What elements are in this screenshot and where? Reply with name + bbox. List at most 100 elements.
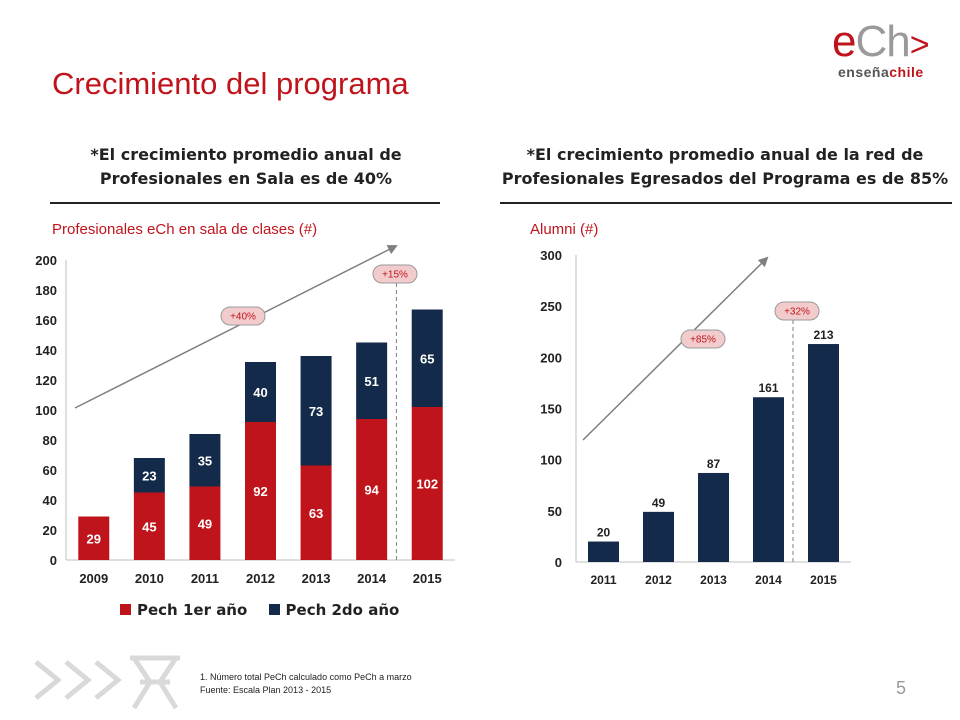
data-label: 40 [253,385,267,400]
growth-85-badge [680,329,726,349]
bar-alumni [698,472,729,562]
y-tick-label: 0 [555,555,562,570]
right-divider [500,202,952,204]
y-tick-label: 120 [35,373,57,388]
legend-item-pech-1er: Pech 1er año [120,601,247,619]
y-tick-label: 140 [35,343,57,358]
x-tick-label: 2009 [79,571,108,586]
bar-pech-1er [245,422,276,560]
ensenachile-logo: eCh> enseñachile [832,20,942,84]
y-tick-label: 20 [43,523,57,538]
right-headline-line-1: *El crecimiento promedio anual de la red… [526,145,924,164]
footnote-line-1: 1. Número total PeCh calculado como PeCh… [200,672,412,682]
x-tick-label: 2013 [302,571,331,586]
bar-pech-2do [300,356,332,466]
y-tick-label: 150 [540,402,562,417]
growth-15-label: +15% [382,270,408,281]
y-tick-label: 100 [540,453,562,468]
profesionales-chart: 0 20 40 60 80 100 120 140 160 180 200 29 2009 45 23 201… [35,245,455,586]
growth-85-label: +85% [690,335,716,346]
page-number: 5 [896,678,907,698]
data-label: 23 [142,468,156,483]
data-label: 87 [707,457,721,471]
bar-alumni [753,397,784,562]
left-headline: *El crecimiento promedio anual de Profes… [50,143,442,191]
x-tick-label: 2012 [645,573,672,587]
data-label: 35 [198,453,212,468]
growth-15-badge [372,264,418,284]
bar-pech-2do [245,362,276,422]
y-tick-label: 80 [43,433,57,448]
legend-swatch-navy [268,604,280,615]
data-label: 65 [420,351,434,366]
x-tick-label: 2012 [246,571,275,586]
page-title: Crecimiento del programa [52,66,409,101]
data-label: 161 [758,381,778,395]
right-headline: *El crecimiento promedio anual de la red… [496,143,954,191]
y-tick-label: 250 [540,299,562,314]
x-tick-label: 2010 [135,571,164,586]
left-divider [50,202,440,204]
data-label: 92 [253,484,267,499]
data-label: 49 [652,496,666,510]
bar-pech-2do [356,342,388,419]
y-tick-label: 300 [540,248,562,263]
data-label: 20 [597,526,611,540]
data-label: 102 [416,477,438,492]
data-label: 73 [309,404,323,419]
footnote-source: Fuente: Escala Plan 2013 - 2015 [200,685,332,695]
x-tick-label: 2014 [357,571,387,586]
data-label: 94 [364,483,379,498]
left-chart-subtitle: Profesionales eCh en sala de clases (#) [52,221,318,238]
data-label: 213 [813,328,833,342]
left-headline-line-1: *El crecimiento promedio anual de [90,145,402,164]
bar-pech-1er [300,465,332,560]
bar-pech-2do [411,309,443,407]
y-tick-label: 180 [35,283,57,298]
legend-item-pech-2do: Pech 2do año [268,601,400,619]
legend-label-pech-2do: Pech 2do año [285,601,400,619]
x-tick-label: 2011 [191,571,219,586]
growth-trend-arrow [74,245,398,409]
bar-alumni [588,541,619,562]
right-chart-subtitle: Alumni (#) [530,221,599,238]
bar-pech-1er [356,419,388,560]
growth-32-label: +32% [784,307,810,318]
bar-pech-1er [411,407,443,560]
chart-legend: Pech 1er año Pech 2do año [120,601,415,619]
y-tick-label: 50 [548,504,562,519]
x-tick-label: 2014 [755,573,782,587]
y-tick-label: 0 [50,553,57,568]
growth-40-label: +40% [230,312,256,323]
y-tick-label: 200 [540,350,562,365]
footnote: 1. Número total PeCh calculado como PeCh… [200,671,412,697]
x-tick-label: 2011 [590,573,616,587]
x-tick-label: 2015 [810,573,837,587]
data-label: 45 [142,519,156,534]
bar-pech-1er [189,486,221,560]
left-headline-line-2: Profesionales en Sala es de 40% [99,169,393,188]
bar-pech-2do [189,434,221,487]
y-tick-label: 160 [35,313,57,328]
data-label: 49 [198,516,212,531]
x-tick-label: 2013 [700,573,727,587]
y-tick-label: 100 [35,403,57,418]
logo-tagline: enseñachile [838,64,924,80]
bar-pech-2do [133,458,165,493]
bar-pech-1er [133,492,165,560]
alumni-chart: 0 50 100 150 200 250 300 20 2011 49 2012 87 2013 161 2… [540,248,851,587]
x-tick-label: 2015 [413,571,442,586]
bar-alumni [643,511,674,562]
logo-wordmark: eCh> [832,17,930,66]
data-label: 51 [364,374,378,389]
y-tick-label: 60 [43,463,57,478]
y-tick-label: 200 [35,253,57,268]
legend-swatch-red [120,604,131,615]
data-label: 29 [87,531,101,546]
footer-arrows-chair-decoration [34,655,180,710]
y-tick-label: 40 [43,493,57,508]
data-label: 63 [309,506,323,521]
bar-pech-1er [78,516,110,560]
right-headline-line-2: Profesionales Egresados del Programa es … [501,169,949,188]
legend-label-pech-1er: Pech 1er año [137,601,248,619]
